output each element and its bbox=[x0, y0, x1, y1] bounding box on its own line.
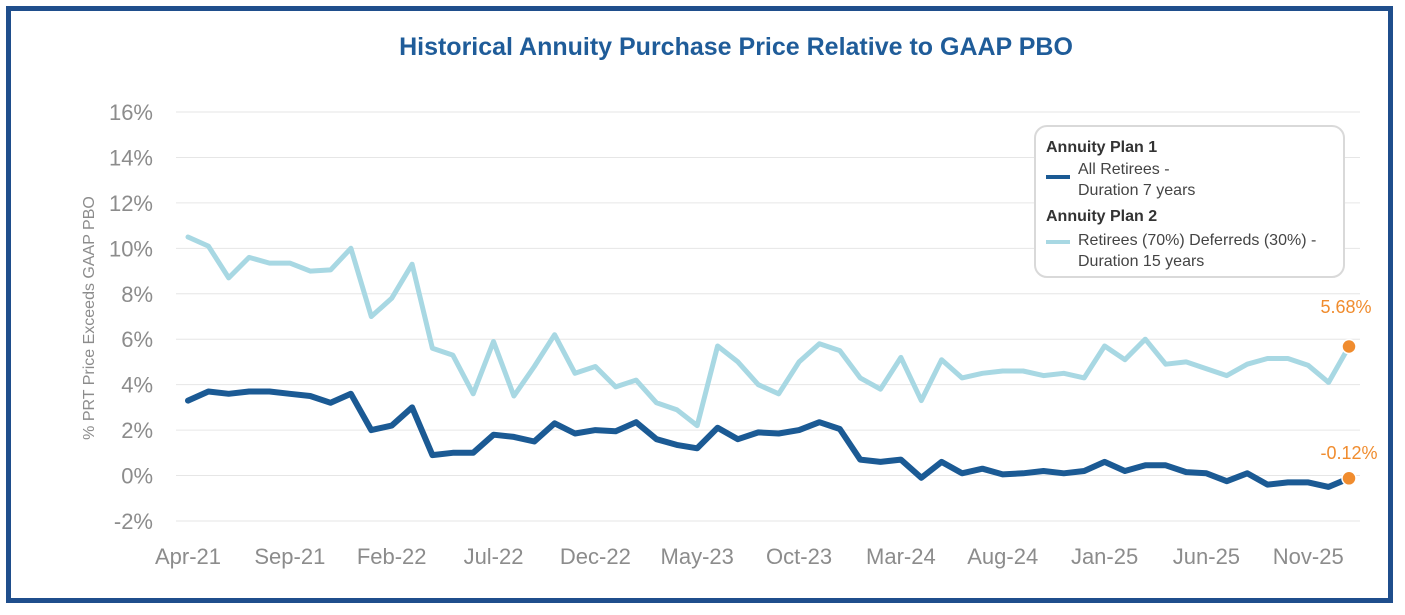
x-tick-label: Dec-22 bbox=[560, 544, 631, 569]
end-label-plan2: 5.68% bbox=[1320, 297, 1371, 317]
x-tick-label: Mar-24 bbox=[866, 544, 936, 569]
x-tick-label: Jul-22 bbox=[464, 544, 524, 569]
y-tick-label: 0% bbox=[121, 464, 153, 489]
y-tick-label: 6% bbox=[121, 327, 153, 352]
end-marker-plan1 bbox=[1341, 470, 1357, 487]
legend-plan1-line2: Duration 7 years bbox=[1078, 182, 1195, 199]
y-axis-ticks: -2% 0% 2% 4% 6% 8% 10% 12% 14% 16% bbox=[109, 100, 153, 534]
y-tick-label: 14% bbox=[109, 145, 153, 170]
end-label-plan1: -0.12% bbox=[1320, 443, 1377, 463]
y-tick-label: 8% bbox=[121, 282, 153, 307]
x-tick-label: Sep-21 bbox=[254, 544, 325, 569]
y-axis-label: % PRT Price Exceeds GAAP PBO bbox=[81, 196, 98, 440]
legend-box bbox=[1034, 125, 1345, 278]
x-tick-label: Feb-22 bbox=[357, 544, 427, 569]
chart-title: Historical Annuity Purchase Price Relati… bbox=[399, 33, 1073, 61]
y-tick-label: 4% bbox=[121, 373, 153, 398]
legend: Annuity Plan 1 All Retirees - Duration 7… bbox=[1034, 125, 1345, 278]
y-tick-label: 2% bbox=[121, 418, 153, 443]
legend-plan1-heading: Annuity Plan 1 bbox=[1046, 139, 1157, 156]
legend-plan2-heading: Annuity Plan 2 bbox=[1046, 208, 1157, 225]
x-tick-label: Apr-21 bbox=[155, 544, 221, 569]
y-tick-label: 16% bbox=[109, 100, 153, 125]
x-tick-label: Jan-25 bbox=[1071, 544, 1138, 569]
legend-plan1-line1: All Retirees - bbox=[1078, 161, 1170, 178]
legend-plan2-line1: Retirees (70%) Deferreds (30%) - bbox=[1078, 232, 1316, 249]
x-tick-label: Jun-25 bbox=[1173, 544, 1240, 569]
x-tick-label: Aug-24 bbox=[967, 544, 1038, 569]
end-markers bbox=[1341, 338, 1357, 487]
series-line-plan2 bbox=[185, 234, 1352, 429]
x-tick-label: May-23 bbox=[661, 544, 734, 569]
y-tick-label: -2% bbox=[114, 509, 153, 534]
series-lines bbox=[185, 234, 1352, 490]
x-tick-label: Nov-25 bbox=[1273, 544, 1344, 569]
y-tick-label: 10% bbox=[109, 236, 153, 261]
series-line-plan1 bbox=[185, 388, 1352, 490]
end-marker-plan2 bbox=[1341, 338, 1357, 355]
chart-frame bbox=[6, 6, 1393, 603]
y-tick-label: 12% bbox=[109, 191, 153, 216]
legend-plan2-line2: Duration 15 years bbox=[1078, 253, 1204, 270]
x-tick-label: Oct-23 bbox=[766, 544, 832, 569]
x-axis-ticks: Apr-21 Sep-21 Feb-22 Jul-22 Dec-22 May-23 Oct-… bbox=[155, 544, 1344, 569]
